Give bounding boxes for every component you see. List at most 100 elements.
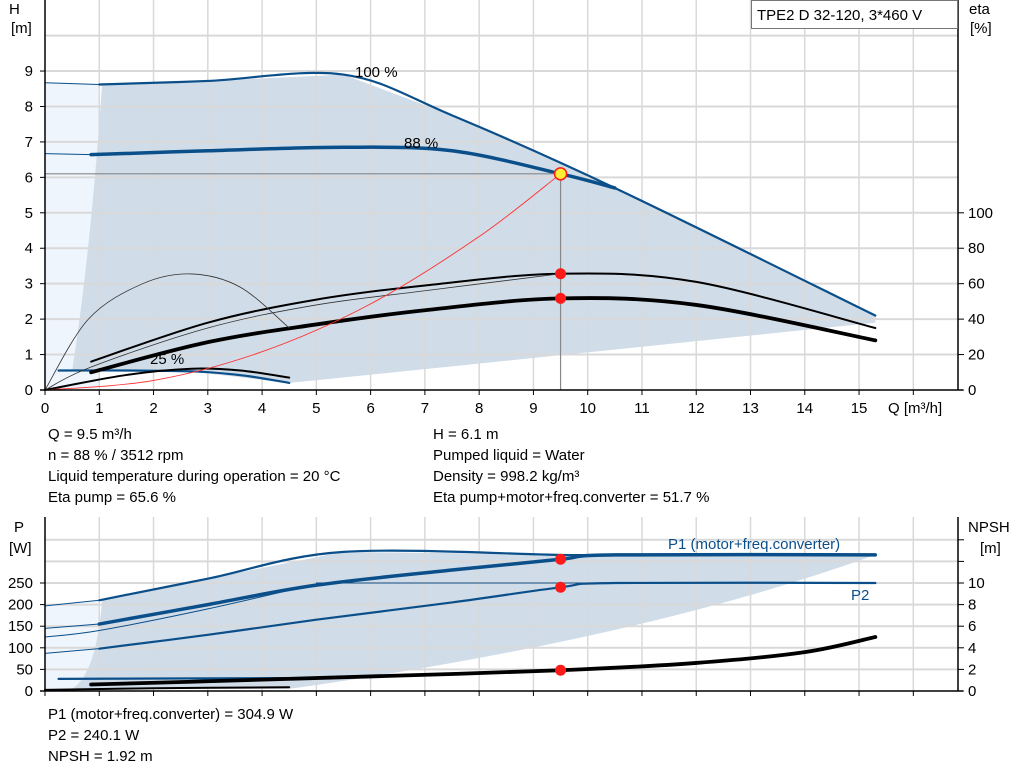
y2-axis-unit-npsh: [m]: [980, 540, 1001, 557]
info-liquid: Pumped liquid = Water: [433, 447, 585, 464]
x-tick-label: 14: [796, 400, 813, 417]
range-area: [72, 551, 876, 689]
curve-eta_total_25: [44, 367, 291, 391]
p1-point: [555, 553, 567, 565]
operating-range-area: [45, 74, 876, 390]
y-tick-label: 200: [8, 597, 33, 614]
axes: 0 50 100 150 200 250 0 2 4 6 8 10: [8, 517, 985, 700]
y-tick-label: 100: [8, 640, 33, 657]
x-tick-label: 1: [95, 400, 103, 417]
curve-npsh_25: [44, 686, 291, 691]
y-tick-label: 7: [25, 134, 33, 151]
curve-label-100: 100 %: [355, 64, 398, 81]
info-q: Q = 9.5 m³/h: [48, 426, 132, 443]
p2-point: [555, 581, 567, 593]
curve-p2_88: [98, 581, 877, 650]
x-tick-label: 0: [41, 400, 49, 417]
range-area: [72, 74, 876, 383]
head-efficiency-chart: 0 1 2 3 4 5 6 7 8 9 10 11 12 13 14 15012345678902040608…: [9, 0, 993, 417]
curve-h100: [98, 71, 877, 317]
x-tick-label: 12: [688, 400, 705, 417]
y-tick-label: 0: [25, 683, 33, 700]
title-box: [751, 0, 958, 29]
info-upper: Q = 9.5 m³/h n = 88 % / 3512 rpm Liquid …: [48, 426, 709, 506]
x-tick-label: 15: [851, 400, 868, 417]
info-h: H = 6.1 m: [433, 426, 498, 443]
range-area-light: [45, 600, 100, 691]
curve-p1_max_ext: [44, 599, 100, 607]
curve-system: [44, 173, 562, 391]
curve-h100ext: [44, 82, 100, 86]
x-tick-label: 10: [579, 400, 596, 417]
curve-npsh: [89, 635, 878, 687]
y2-tick-label: 8: [968, 597, 976, 614]
curve-p1_88: [97, 552, 878, 626]
curve-label-88: 88 %: [404, 135, 438, 152]
info-eta-pump: Eta pump = 65.6 %: [48, 489, 176, 506]
y2-tick-label: 0: [968, 382, 976, 399]
info-npsh: NPSH = 1.92 m: [48, 748, 153, 765]
eta-total-point: [555, 292, 567, 304]
y-tick-label: 0: [25, 382, 33, 399]
y-tick-label: 9: [25, 63, 33, 80]
grid: [45, 0, 958, 390]
y-axis-unit-p: [W]: [9, 540, 32, 557]
x-axis-label-q: Q [m³/h]: [888, 400, 942, 417]
x-tick-label: 3: [204, 400, 212, 417]
y-tick-label: 1: [25, 347, 33, 364]
curve-p2_ext_thin: [44, 583, 317, 638]
y-tick-label: 250: [8, 575, 33, 592]
x-tick-label: 7: [421, 400, 429, 417]
curve-eta_pump_25: [44, 273, 290, 391]
y2-tick-label: 60: [968, 276, 985, 293]
info-lower: P1 (motor+freq.converter) = 304.9 W P2 =…: [48, 706, 294, 765]
info-p1: P1 (motor+freq.converter) = 304.9 W: [48, 706, 294, 723]
y-tick-label: 3: [25, 276, 33, 293]
y2-tick-label: 10: [968, 575, 985, 592]
eta-pump-point: [555, 268, 567, 280]
y2-tick-label: 6: [968, 618, 976, 635]
npsh-point: [555, 664, 567, 676]
y2-axis-label-npsh: NPSH: [968, 519, 1010, 536]
title-text: TPE2 D 32-120, 3*460 V: [757, 7, 922, 24]
x-tick-label: 11: [634, 400, 650, 417]
y-tick-label: 8: [25, 98, 33, 115]
info-eta-total: Eta pump+motor+freq.converter = 51.7 %: [433, 489, 709, 506]
curve-label-p2: P2: [851, 587, 869, 604]
y-tick-label: 50: [16, 661, 33, 678]
y2-tick-label: 100: [968, 205, 993, 222]
curve-eta_total: [89, 296, 878, 375]
info-speed: n = 88 % / 3512 rpm: [48, 447, 184, 464]
x-tick-label: 4: [258, 400, 266, 417]
curve-label-p1: P1 (motor+freq.converter): [668, 536, 840, 553]
y-axis-unit-h: [m]: [11, 20, 32, 37]
x-tick-label: 13: [742, 400, 759, 417]
y-tick-label: 2: [25, 311, 33, 328]
curve-label-25: 25 %: [150, 351, 184, 368]
y2-tick-label: 0: [968, 683, 976, 700]
curve-eta_pump: [90, 272, 877, 363]
y-axis-label-p: P: [14, 519, 24, 536]
info-density: Density = 998.2 kg/m³: [433, 468, 579, 485]
curves: [44, 71, 878, 391]
y-tick-label: 150: [8, 618, 33, 635]
y-tick-label: 6: [25, 169, 33, 186]
y2-axis-unit-eta: [%]: [970, 20, 992, 37]
curve-p1_88_ext: [44, 623, 100, 629]
x-tick-label: 2: [149, 400, 157, 417]
x-tick-label: 6: [366, 400, 374, 417]
info-temperature: Liquid temperature during operation = 20…: [48, 468, 341, 485]
y2-tick-label: 4: [968, 640, 976, 657]
operating-range-area: [45, 551, 876, 691]
y-axis-label-h: H: [9, 1, 20, 18]
y2-tick-label: 40: [968, 311, 985, 328]
power-npsh-chart: 0 50 100 150 200 250 0 2 4 6 8 10 P [W] NPSH [m] P1…: [8, 517, 1010, 700]
curves: [44, 549, 878, 691]
x-tick-label: 8: [475, 400, 483, 417]
y-tick-label: 4: [25, 240, 33, 257]
y2-tick-label: 20: [968, 347, 985, 364]
curve-p2_ext: [44, 648, 100, 654]
axes: 0 1 2 3 4 5 6 7 8 9 10 11 12 13 14 15012345678902040608…: [25, 0, 993, 417]
x-tick-label: 5: [312, 400, 320, 417]
